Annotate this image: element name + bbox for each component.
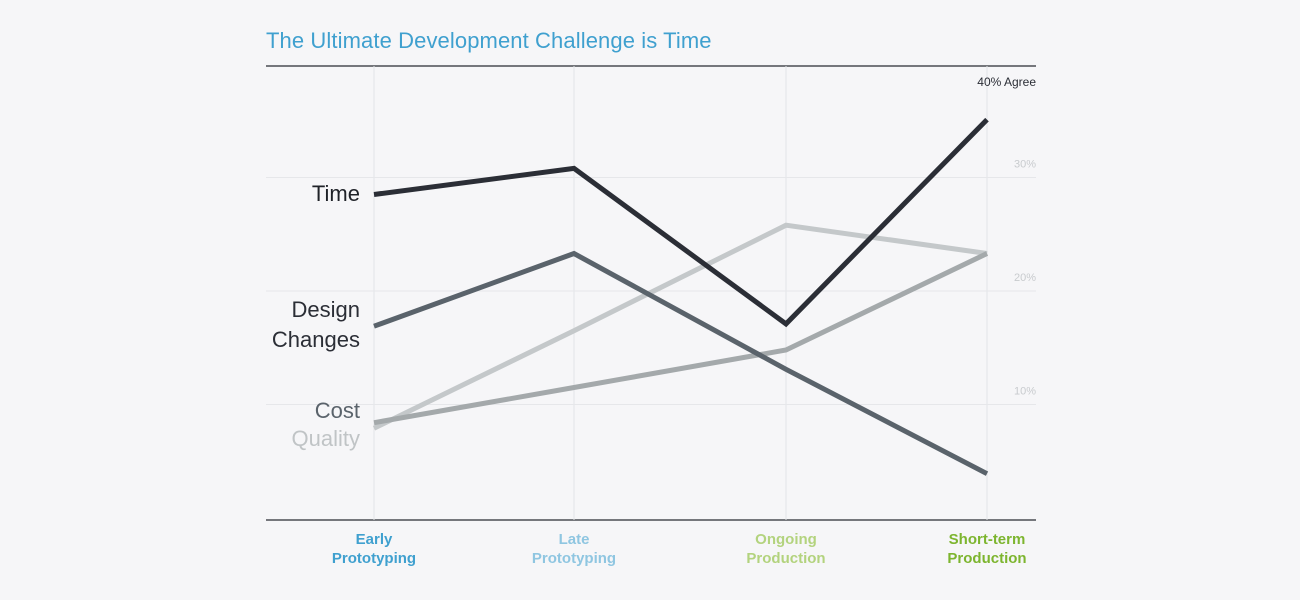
y-tick-label: 30%: [1014, 159, 1036, 171]
y-top-label: 40% Agree: [977, 75, 1036, 89]
x-category-label-2: Production: [746, 550, 825, 567]
series-label-time: Time: [312, 181, 360, 206]
series-label-design-changes: Design: [292, 297, 360, 322]
series-line-quality: [372, 222, 988, 431]
series-label-design-changes: Changes: [272, 327, 360, 352]
series-line-time: [373, 117, 989, 328]
y-tick-label: 10%: [1014, 386, 1036, 398]
x-category-label-2: Ongoing: [755, 531, 817, 548]
series-line-cost: [373, 251, 989, 426]
x-category-label-1: Prototyping: [532, 550, 616, 567]
y-tick-label: 20%: [1014, 272, 1036, 284]
series-line-design-changes: [373, 250, 989, 476]
series-label-cost: Cost: [315, 398, 360, 423]
x-category-label-3: Short-term: [949, 531, 1026, 548]
x-category-label-3: Production: [947, 550, 1026, 567]
x-category-label-0: Early: [356, 531, 393, 548]
chart-title: The Ultimate Development Challenge is Ti…: [266, 28, 712, 53]
x-category-label-0: Prototyping: [332, 550, 416, 567]
series-label-quality: Quality: [292, 426, 360, 451]
x-category-label-1: Late: [559, 531, 590, 548]
